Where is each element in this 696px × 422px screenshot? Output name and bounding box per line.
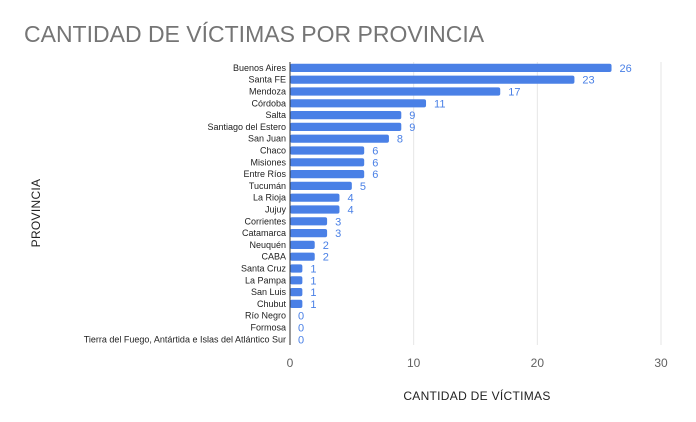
chart-title: CANTIDAD DE VÍCTIMAS POR PROVINCIA — [24, 21, 485, 47]
bar — [290, 217, 328, 226]
bar — [290, 299, 303, 308]
bar — [290, 111, 402, 120]
data-label: 0 — [298, 334, 304, 346]
data-label: 4 — [347, 205, 353, 217]
data-label: 26 — [620, 63, 632, 75]
category-label: Chaco — [260, 146, 286, 156]
data-label: 2 — [323, 252, 329, 264]
category-label: Corrientes — [244, 216, 286, 226]
x-tick-label: 10 — [407, 356, 421, 370]
category-label: Mendoza — [249, 87, 286, 97]
bar — [290, 134, 389, 143]
bar — [290, 264, 303, 273]
bar — [290, 158, 365, 167]
x-axis-title: CANTIDAD DE VÍCTIMAS — [403, 388, 550, 403]
bar — [290, 99, 427, 108]
bar — [290, 181, 352, 190]
data-label: 4 — [347, 193, 353, 205]
bar — [290, 229, 328, 238]
data-label: 17 — [508, 87, 520, 99]
data-label: 0 — [298, 311, 304, 323]
data-label: 6 — [372, 157, 378, 169]
category-label: Neuquén — [249, 240, 286, 250]
category-label: Tierra del Fuego, Antártida e Islas del … — [84, 334, 286, 344]
data-label: 5 — [360, 181, 366, 193]
data-label: 2 — [323, 240, 329, 252]
category-label: CABA — [261, 252, 286, 262]
category-label: Misiones — [250, 157, 286, 167]
bar — [290, 240, 315, 249]
category-label: Córdoba — [251, 98, 286, 108]
data-label: 11 — [434, 98, 445, 110]
category-label: Buenos Aires — [233, 63, 287, 73]
category-label: Santiago del Estero — [207, 122, 286, 132]
category-label: Entre Ríos — [243, 169, 286, 179]
data-label: 3 — [335, 228, 341, 240]
data-label: 1 — [310, 299, 316, 311]
x-tick-label: 20 — [531, 356, 545, 370]
x-tick-label: 0 — [287, 356, 294, 370]
bar — [290, 146, 365, 155]
y-axis-title: PROVINCIA — [29, 179, 43, 248]
bar — [290, 193, 340, 202]
bar — [290, 205, 340, 214]
bar — [290, 276, 303, 285]
bar — [290, 63, 612, 72]
category-label: Catamarca — [242, 228, 286, 238]
category-label: Chubut — [257, 299, 287, 309]
x-tick-labels: 0 10 20 30 — [287, 356, 668, 370]
data-label: 8 — [397, 134, 403, 146]
data-label: 1 — [310, 287, 316, 299]
x-tick-label: 30 — [654, 356, 668, 370]
data-label: 9 — [409, 110, 415, 122]
category-label: Formosa — [250, 323, 286, 333]
bar — [290, 252, 315, 261]
bar — [290, 170, 365, 179]
data-label: 23 — [582, 75, 594, 87]
data-label: 6 — [372, 146, 378, 158]
data-label: 1 — [310, 275, 316, 287]
gridlines — [413, 62, 662, 345]
category-label: Jujuy — [265, 205, 287, 215]
category-label: Salta — [265, 110, 286, 120]
category-label: Santa FE — [248, 75, 286, 85]
bar — [290, 122, 402, 131]
category-label: Río Negro — [245, 311, 286, 321]
data-label: 1 — [310, 264, 316, 276]
data-label: 3 — [335, 216, 341, 228]
category-label: Santa Cruz — [241, 264, 287, 274]
category-label: San Juan — [248, 134, 286, 144]
bar — [290, 75, 575, 84]
bar — [290, 288, 303, 297]
data-label: 0 — [298, 323, 304, 335]
bars — [290, 63, 612, 308]
data-label: 9 — [409, 122, 415, 134]
category-label: La Pampa — [245, 275, 286, 285]
category-label: La Rioja — [253, 193, 286, 203]
bar — [290, 87, 501, 96]
category-label: Tucumán — [249, 181, 286, 191]
data-label: 6 — [372, 169, 378, 181]
category-label: San Luis — [251, 287, 287, 297]
